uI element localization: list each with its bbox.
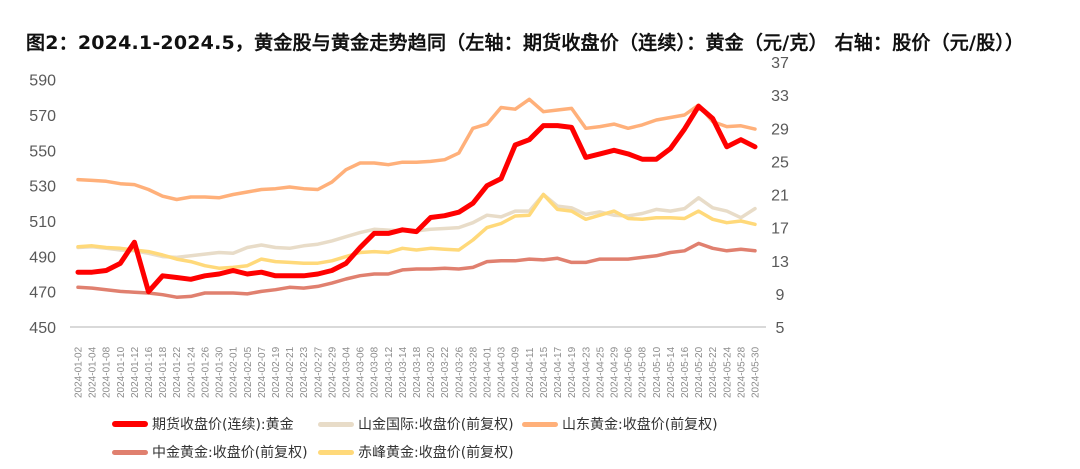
x-tick-label: 2024-01-22 bbox=[172, 346, 183, 398]
legend-swatch bbox=[318, 421, 354, 427]
y-right-tick-label: 5 bbox=[776, 320, 785, 337]
x-tick-label: 2024-02-05 bbox=[243, 346, 254, 398]
x-tick-label: 2024-04-23 bbox=[581, 346, 592, 398]
x-tick-label: 2024-01-18 bbox=[158, 346, 169, 398]
x-tick-label: 2024-01-30 bbox=[215, 346, 226, 398]
x-tick-label: 2024-01-04 bbox=[88, 346, 99, 398]
y-left-tick-label: 550 bbox=[29, 143, 56, 160]
chart-title: 图2：2024.1-2024.5，黄金股与黄金走势趋同（左轴：期货收盘价（连续）… bbox=[26, 32, 1025, 54]
x-tick-label: 2024-03-04 bbox=[341, 346, 352, 398]
y-right-tick-label: 33 bbox=[771, 88, 789, 105]
x-tick-label: 2024-05-10 bbox=[652, 346, 663, 398]
x-tick-label: 2024-03-08 bbox=[370, 346, 381, 398]
legend-item-shandong: 山东黄金:收盘价(前复权) bbox=[522, 414, 718, 434]
x-tick-label: 2024-01-08 bbox=[102, 346, 113, 398]
legend-swatch bbox=[112, 421, 148, 427]
x-tick-label: 2024-04-11 bbox=[525, 347, 536, 398]
x-tick-label: 2024-05-28 bbox=[736, 346, 747, 398]
x-tick-label: 2024-05-06 bbox=[624, 346, 635, 398]
x-tick-label: 2024-01-02 bbox=[74, 346, 85, 398]
legend-label: 中金黄金:收盘价(前复权) bbox=[152, 445, 308, 461]
x-tick-label: 2024-01-10 bbox=[116, 346, 127, 398]
x-tick-label: 2024-02-01 bbox=[229, 346, 240, 398]
legend-item-futures: 期货收盘价(连续):黄金 bbox=[112, 414, 294, 434]
y-left-tick-label: 530 bbox=[29, 179, 56, 196]
x-tick-label: 2024-03-26 bbox=[454, 346, 465, 398]
y-right-tick-label: 25 bbox=[771, 154, 789, 171]
x-tick-label: 2024-04-29 bbox=[609, 346, 620, 398]
series-line-2 bbox=[76, 97, 757, 202]
legend-label: 期货收盘价(连续):黄金 bbox=[152, 417, 294, 433]
x-tick-label: 2024-02-07 bbox=[257, 346, 268, 398]
y-left-tick-label: 490 bbox=[29, 249, 56, 266]
x-tick-label: 2024-04-17 bbox=[553, 346, 564, 398]
legend-label: 山金国际:收盘价(前复权) bbox=[358, 417, 514, 433]
x-tick-label: 2024-02-23 bbox=[299, 346, 310, 398]
y-right-tick-label: 13 bbox=[771, 254, 789, 271]
legend-swatch bbox=[318, 449, 354, 455]
series-line-1 bbox=[76, 192, 757, 260]
y-left-tick-label: 590 bbox=[29, 73, 56, 90]
y-right-tick-label: 17 bbox=[771, 221, 789, 238]
y-right-tick-label: 29 bbox=[771, 121, 789, 138]
x-tick-label: 2024-01-12 bbox=[130, 346, 141, 398]
y-left-tick-label: 570 bbox=[29, 108, 56, 125]
x-tick-label: 2024-04-15 bbox=[539, 346, 550, 398]
series-line-3 bbox=[76, 241, 757, 299]
y-right-tick-label: 21 bbox=[771, 188, 789, 205]
legend-label: 赤峰黄金:收盘价(前复权) bbox=[358, 445, 514, 461]
x-tick-label: 2024-05-20 bbox=[694, 346, 705, 398]
series-line-4 bbox=[76, 192, 757, 270]
x-tick-label: 2024-04-03 bbox=[497, 346, 508, 398]
y-left-tick-label: 470 bbox=[29, 285, 56, 302]
x-tick-label: 2024-03-14 bbox=[398, 346, 409, 398]
x-tick-label: 2024-03-28 bbox=[468, 346, 479, 398]
x-tick-label: 2024-05-08 bbox=[638, 346, 649, 398]
x-tick-label: 2024-03-20 bbox=[426, 346, 437, 398]
x-tick-label: 2024-04-09 bbox=[511, 346, 522, 398]
x-tick-label: 2024-02-19 bbox=[271, 346, 282, 398]
x-tick-label: 2024-04-01 bbox=[483, 346, 494, 398]
x-tick-label: 2024-01-24 bbox=[186, 346, 197, 398]
x-tick-label: 2024-03-12 bbox=[384, 346, 395, 398]
x-tick-label: 2024-05-24 bbox=[722, 346, 733, 398]
x-tick-label: 2024-03-22 bbox=[440, 346, 451, 398]
x-tick-label: 2024-02-27 bbox=[313, 346, 324, 398]
legend-swatch bbox=[522, 421, 558, 427]
legend-swatch bbox=[112, 449, 148, 455]
x-tick-label: 2024-02-29 bbox=[327, 346, 338, 398]
x-tick-label: 2024-05-30 bbox=[751, 346, 762, 398]
legend-item-chifeng: 赤峰黄金:收盘价(前复权) bbox=[318, 442, 514, 462]
legend-item-shanjin: 山金国际:收盘价(前复权) bbox=[318, 414, 514, 434]
x-tick-label: 2024-03-06 bbox=[356, 346, 367, 398]
x-tick-label: 2024-05-22 bbox=[708, 346, 719, 398]
x-tick-label: 2024-05-16 bbox=[680, 346, 691, 398]
x-tick-label: 2024-05-14 bbox=[666, 346, 677, 398]
x-tick-label: 2024-02-21 bbox=[285, 346, 296, 398]
y-left-tick-label: 450 bbox=[29, 320, 56, 337]
x-tick-label: 2024-04-19 bbox=[567, 346, 578, 398]
legend-label: 山东黄金:收盘价(前复权) bbox=[562, 417, 718, 433]
legend-item-zhongjin: 中金黄金:收盘价(前复权) bbox=[112, 442, 308, 462]
x-tick-label: 2024-04-25 bbox=[595, 346, 606, 398]
x-tick-label: 2024-03-18 bbox=[412, 346, 423, 398]
y-right-tick-label: 9 bbox=[776, 287, 785, 304]
x-tick-label: 2024-01-16 bbox=[144, 346, 155, 398]
series-line-0 bbox=[75, 103, 758, 295]
y-right-tick-label: 37 bbox=[771, 55, 789, 72]
y-left-tick-label: 510 bbox=[29, 214, 56, 231]
x-tick-label: 2024-01-26 bbox=[200, 346, 211, 398]
